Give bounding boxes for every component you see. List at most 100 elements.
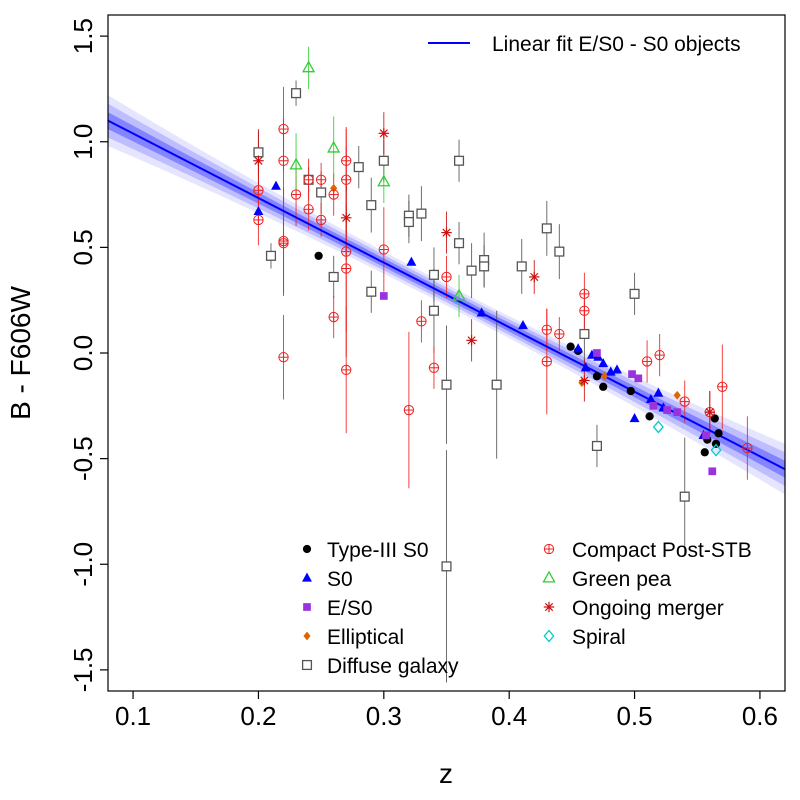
point-type-iii-s0-1: [566, 342, 575, 351]
point-compact-post-stb-15: [341, 174, 352, 185]
x-axis-label: z: [439, 758, 453, 789]
point-spiral-0: [652, 420, 664, 434]
point-s0-3: [476, 307, 487, 317]
legend-label-ongoing-merger: Ongoing merger: [572, 597, 724, 620]
point-ongoing-merger-2: [378, 128, 390, 139]
point-ongoing-merger-0: [253, 155, 264, 166]
y-tick-label-5: 1.0: [68, 124, 98, 160]
point-type-iii-s0-9: [710, 414, 719, 423]
point-ongoing-merger-5: [529, 271, 540, 283]
point-compact-post-stb-13: [328, 311, 339, 323]
point-e-s0-8: [708, 467, 717, 476]
fit-line: [108, 119, 785, 471]
point-spiral-1: [710, 443, 722, 457]
point-compact-post-stb-10: [315, 174, 327, 185]
point-compact-post-stb-24: [541, 324, 552, 335]
x-tick-label-2: 0.3: [366, 701, 402, 731]
x-tick-label-0: 0.1: [115, 701, 151, 731]
y-tick-label-3: 0.0: [68, 335, 98, 371]
legend-label-type-iii-s0: Type-III S0: [327, 539, 429, 562]
fit-line-layer: [108, 119, 785, 471]
point-compact-post-stb-22: [428, 362, 440, 373]
point-diffuse-galaxy-18: [453, 155, 465, 166]
point-compact-post-stb-6: [278, 352, 289, 363]
point-compact-post-stb-9: [303, 204, 314, 215]
point-s0-12: [629, 412, 640, 423]
point-type-iii-s0-5: [626, 386, 635, 396]
point-diffuse-galaxy-2: [291, 88, 302, 99]
point-diffuse-galaxy-0: [253, 147, 264, 158]
legend-marker-s0: [302, 572, 312, 582]
legend-marker-ongoing-merger: [543, 601, 555, 613]
legend-label-diffuse-galaxy: Diffuse galaxy: [327, 655, 459, 678]
point-diffuse-galaxy-9: [378, 155, 389, 166]
point-type-iii-s0-0: [314, 251, 323, 260]
legend-marker-type-iii-s0: [302, 544, 312, 554]
point-s0-2: [406, 256, 417, 266]
point-compact-post-stb-21: [416, 316, 427, 327]
point-ongoing-merger-6: [579, 375, 590, 386]
legend-label-s0: S0: [327, 568, 353, 591]
y-tick-label-2: -0.5: [68, 436, 98, 481]
point-diffuse-galaxy-4: [316, 187, 327, 198]
point-compact-post-stb-31: [679, 396, 690, 407]
point-compact-post-stb-27: [579, 288, 590, 300]
point-diffuse-galaxy-29: [679, 491, 690, 502]
point-diffuse-galaxy-11: [403, 216, 414, 228]
point-diffuse-galaxy-1: [265, 250, 277, 261]
point-diffuse-galaxy-27: [591, 440, 602, 451]
point-diffuse-galaxy-12: [416, 208, 427, 219]
point-e-s0-6: [673, 408, 682, 416]
point-e-s0-1: [593, 349, 601, 357]
point-e-s0-3: [634, 374, 643, 383]
legend-label-e-s0: E/S0: [327, 597, 373, 620]
point-green-pea-4: [452, 288, 466, 301]
legend-marker-e-s0: [303, 603, 311, 611]
point-diffuse-galaxy-24: [541, 223, 552, 234]
point-elliptical-3: [673, 390, 681, 400]
x-tick-label-5: 0.6: [742, 701, 778, 731]
point-diffuse-galaxy-6: [353, 162, 364, 173]
point-s0-14: [653, 387, 664, 397]
point-green-pea-3: [377, 174, 391, 187]
point-diffuse-galaxy-22: [491, 379, 502, 390]
point-compact-post-stb-16: [341, 246, 352, 257]
point-compact-post-stb-18: [341, 364, 352, 376]
y-tick-label-1: -1.0: [68, 542, 98, 587]
point-s0-1: [271, 180, 281, 190]
point-diffuse-galaxy-8: [366, 286, 377, 297]
point-compact-post-stb-17: [341, 263, 352, 274]
point-compact-post-stb-3: [278, 155, 289, 166]
point-s0-13: [645, 393, 656, 404]
point-ongoing-merger-3: [441, 227, 452, 238]
legend-label-green-pea: Green pea: [572, 568, 672, 591]
point-e-s0-0: [379, 292, 388, 300]
point-diffuse-galaxy-21: [479, 261, 490, 272]
x-tick-label-1: 0.2: [240, 701, 276, 731]
legend-label-spiral: Spiral: [572, 626, 626, 649]
point-s0-11: [612, 364, 622, 374]
point-diffuse-galaxy-16: [441, 561, 452, 572]
legend-label-compact-post-stb: Compact Post-STB: [572, 539, 752, 562]
point-diffuse-galaxy-14: [428, 269, 440, 280]
point-compact-post-stb-28: [579, 305, 590, 316]
point-compact-post-stb-34: [742, 442, 753, 454]
legend-marker-diffuse-galaxy: [301, 659, 313, 671]
point-compact-post-stb-26: [554, 328, 565, 340]
point-compact-post-stb-30: [654, 349, 665, 361]
point-compact-post-stb-12: [328, 189, 339, 200]
legend: Linear fit E/S0 - S0 objects Type-III S0 S…: [301, 33, 752, 678]
point-ongoing-merger-4: [466, 335, 477, 346]
point-s0-5: [573, 343, 584, 353]
point-green-pea-0: [301, 60, 316, 73]
point-type-iii-s0-6: [645, 412, 654, 421]
point-compact-post-stb-2: [278, 123, 289, 135]
legend-fit-label: Linear fit E/S0 - S0 objects: [492, 33, 741, 56]
point-compact-post-stb-20: [403, 404, 415, 416]
point-diffuse-galaxy-15: [441, 379, 452, 390]
point-diffuse-galaxy-28: [629, 288, 640, 299]
axes: 0.1 0.2 0.3 0.4 0.5 0.6 -1.5 -1.0 -0.5 0.0 0.5 1.0 1…: [68, 14, 786, 731]
point-e-s0-7: [702, 431, 710, 440]
point-s0-4: [518, 320, 528, 330]
